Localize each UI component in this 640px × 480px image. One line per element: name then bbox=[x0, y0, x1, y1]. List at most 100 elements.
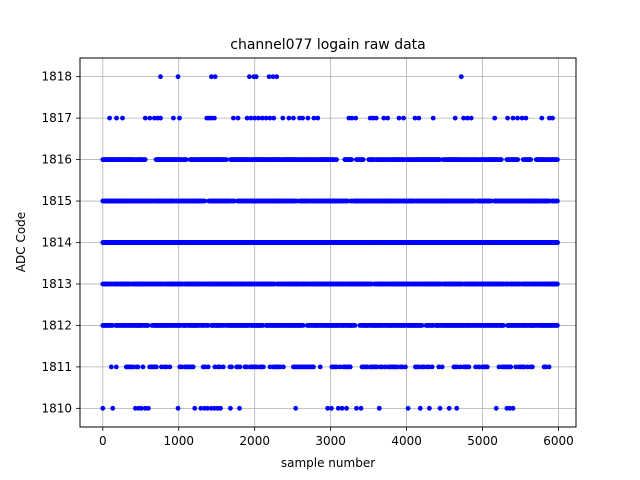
data-point bbox=[228, 405, 233, 411]
data-point bbox=[349, 115, 355, 121]
data-point bbox=[429, 364, 435, 370]
data-point bbox=[550, 115, 555, 121]
data-point bbox=[179, 364, 184, 370]
data-point bbox=[110, 405, 116, 411]
data-point bbox=[473, 364, 478, 370]
data-point bbox=[543, 364, 549, 370]
x-tick-label: 2000 bbox=[239, 434, 270, 448]
data-point bbox=[237, 405, 242, 411]
data-point bbox=[452, 115, 458, 121]
x-tick-label: 5000 bbox=[467, 434, 498, 448]
data-point bbox=[555, 157, 560, 163]
data-point bbox=[218, 405, 223, 411]
data-point bbox=[183, 157, 189, 163]
data-point bbox=[311, 115, 317, 121]
data-point bbox=[305, 115, 311, 121]
data-point bbox=[120, 115, 125, 121]
data-point bbox=[337, 364, 343, 370]
data-point bbox=[405, 405, 411, 411]
data-point bbox=[158, 74, 163, 80]
y-axis-label: ADC Code bbox=[14, 212, 28, 272]
data-point bbox=[439, 364, 445, 370]
data-point bbox=[192, 405, 198, 411]
data-point bbox=[345, 198, 350, 204]
data-point bbox=[381, 115, 387, 121]
data-point bbox=[399, 364, 405, 370]
data-point bbox=[286, 115, 292, 121]
y-tick-label: 1810 bbox=[41, 401, 72, 415]
data-point bbox=[525, 364, 530, 370]
data-point bbox=[419, 323, 425, 328]
data-point bbox=[237, 364, 243, 370]
data-point bbox=[373, 115, 379, 121]
data-point bbox=[555, 323, 560, 328]
data-point bbox=[430, 115, 436, 121]
data-point bbox=[142, 157, 148, 163]
data-point bbox=[212, 115, 217, 121]
data-point bbox=[476, 364, 482, 370]
y-axis-ticks: 1810 1811 1812 1813 1814 1815 1816 1817 1818 bbox=[41, 70, 80, 415]
data-point bbox=[177, 115, 182, 121]
data-point bbox=[530, 364, 535, 370]
data-point bbox=[280, 115, 286, 121]
data-point bbox=[484, 364, 490, 370]
data-point bbox=[205, 323, 211, 328]
data-point bbox=[281, 364, 286, 370]
data-point bbox=[274, 74, 280, 80]
data-point bbox=[496, 364, 502, 370]
data-point bbox=[291, 115, 296, 121]
data-point bbox=[329, 405, 334, 411]
data-point bbox=[205, 405, 211, 411]
data-point bbox=[349, 157, 354, 163]
y-tick-label: 1816 bbox=[41, 153, 72, 167]
data-point bbox=[416, 364, 422, 370]
data-point bbox=[508, 364, 514, 370]
data-point bbox=[385, 115, 390, 121]
data-point bbox=[248, 115, 254, 121]
data-point bbox=[277, 364, 283, 370]
x-axis-label: sample number bbox=[281, 456, 375, 470]
data-point bbox=[212, 74, 218, 80]
data-point bbox=[247, 74, 252, 80]
data-point bbox=[190, 364, 196, 370]
y-tick-label: 1818 bbox=[41, 70, 72, 84]
data-point bbox=[159, 364, 164, 370]
data-point bbox=[108, 364, 114, 370]
data-point bbox=[113, 364, 119, 370]
chart-title: channel077 logain raw data bbox=[230, 37, 425, 53]
data-point bbox=[396, 115, 402, 121]
data-point bbox=[358, 405, 364, 411]
data-point bbox=[205, 364, 211, 370]
data-point bbox=[513, 364, 519, 370]
data-point bbox=[300, 115, 305, 121]
data-point bbox=[164, 364, 169, 370]
data-point bbox=[202, 364, 208, 370]
data-point bbox=[267, 364, 273, 370]
data-point bbox=[293, 405, 299, 411]
data-point bbox=[139, 405, 144, 411]
data-point bbox=[260, 323, 266, 328]
data-point bbox=[492, 115, 498, 121]
data-point bbox=[465, 115, 470, 121]
data-point bbox=[146, 405, 151, 411]
data-point bbox=[167, 364, 173, 370]
data-point bbox=[555, 240, 560, 245]
data-point bbox=[515, 115, 520, 121]
data-point bbox=[426, 364, 432, 370]
data-point bbox=[267, 115, 273, 121]
data-point bbox=[523, 115, 529, 121]
x-axis-ticks: 0 1000 2000 3000 4000 5000 6000 bbox=[99, 427, 574, 448]
data-point bbox=[100, 405, 106, 411]
x-tick-label: 6000 bbox=[543, 434, 574, 448]
data-point bbox=[394, 364, 400, 370]
data-point bbox=[142, 115, 148, 121]
data-point bbox=[382, 364, 388, 370]
y-tick-label: 1811 bbox=[41, 360, 72, 374]
data-point bbox=[300, 323, 306, 328]
data-point bbox=[158, 115, 163, 121]
data-point bbox=[130, 364, 136, 370]
data-point bbox=[421, 364, 427, 370]
data-point bbox=[135, 364, 141, 370]
y-tick-label: 1814 bbox=[41, 236, 72, 250]
data-point bbox=[235, 115, 241, 121]
